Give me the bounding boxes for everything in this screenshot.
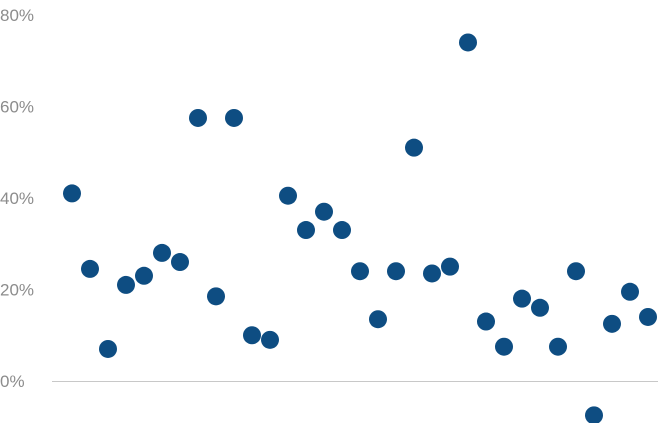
data-point — [423, 264, 441, 283]
data-point — [135, 266, 153, 285]
data-point — [261, 330, 279, 349]
data-point — [99, 339, 117, 358]
data-point — [639, 307, 657, 326]
data-point — [621, 282, 639, 301]
data-point — [243, 326, 261, 345]
data-point — [603, 314, 621, 333]
y-axis-tick-labels: 0% 20% 40% 60% 80% — [0, 6, 34, 391]
y-tick-label: 60% — [0, 98, 34, 117]
data-point — [549, 337, 567, 356]
data-point — [171, 253, 189, 272]
data-point — [477, 312, 495, 331]
data-point — [405, 138, 423, 157]
data-point — [225, 108, 243, 127]
data-point — [279, 186, 297, 205]
data-point — [351, 262, 369, 281]
y-tick-label: 0% — [0, 372, 25, 391]
y-tick-label: 20% — [0, 281, 34, 300]
y-tick-label: 80% — [0, 6, 34, 25]
data-point — [81, 259, 99, 278]
data-point — [315, 202, 333, 221]
data-point — [495, 337, 513, 356]
data-point — [531, 298, 549, 317]
data-points — [63, 33, 657, 423]
data-point — [585, 406, 603, 423]
data-point — [441, 257, 459, 276]
data-point — [153, 243, 171, 262]
data-point — [333, 221, 351, 240]
data-point — [117, 275, 135, 294]
data-point — [63, 184, 81, 203]
data-point — [387, 262, 405, 281]
data-point — [297, 221, 315, 240]
data-point — [369, 310, 387, 329]
data-point — [513, 289, 531, 308]
data-point — [459, 33, 477, 52]
data-point — [567, 262, 585, 281]
data-point — [189, 108, 207, 127]
data-point — [207, 287, 225, 306]
y-tick-label: 40% — [0, 189, 34, 208]
